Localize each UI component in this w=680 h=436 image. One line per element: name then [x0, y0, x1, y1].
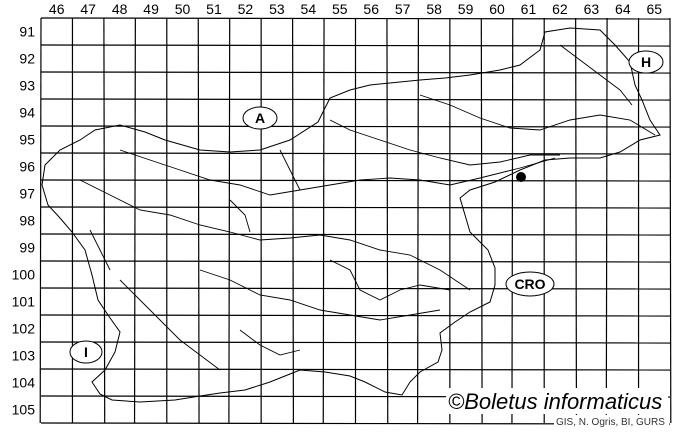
- region-croatia: CRO: [505, 271, 555, 297]
- grid-line-vertical: [133, 17, 136, 424]
- column-label: 48: [112, 1, 128, 17]
- grid-line-horizontal: [40, 341, 671, 344]
- region-label: I: [84, 344, 88, 360]
- utm-grid: [39, 17, 672, 425]
- record-dot: [516, 172, 526, 182]
- column-label: 53: [269, 1, 285, 17]
- column-label: 49: [143, 1, 159, 17]
- column-labels: 46 47 48 49 50 51 52 53 54 55 56 57 58 59 60 61 62 63 64 65: [49, 1, 662, 17]
- row-label: 105: [12, 402, 36, 418]
- source-credit: GIS, N. Ogris, BI, GURS: [556, 417, 665, 428]
- column-label: 56: [363, 1, 379, 17]
- grid-line-vertical: [39, 17, 42, 424]
- region-label: CRO: [514, 276, 545, 292]
- column-label: 57: [395, 1, 411, 17]
- row-label: 102: [12, 321, 36, 337]
- column-label: 55: [332, 1, 348, 17]
- grid-line-vertical: [197, 17, 200, 424]
- grid-line-horizontal: [40, 71, 671, 74]
- row-label: 94: [19, 105, 35, 121]
- column-label: 63: [584, 1, 600, 17]
- grid-line-horizontal: [40, 233, 671, 236]
- country-border: [41, 27, 661, 403]
- region-label: H: [641, 54, 651, 70]
- grid-line-horizontal: [40, 44, 671, 47]
- grid-line-horizontal: [40, 98, 671, 101]
- grid-line-vertical: [605, 17, 608, 424]
- row-label: 93: [19, 78, 35, 94]
- grid-line-horizontal: [40, 368, 671, 371]
- column-label: 50: [175, 1, 191, 17]
- column-label: 61: [521, 1, 537, 17]
- column-label: 65: [646, 1, 662, 17]
- region-austria: A: [242, 106, 278, 130]
- row-label: 100: [12, 267, 36, 283]
- row-label: 98: [19, 213, 35, 229]
- region-italy: I: [69, 340, 103, 364]
- row-label: 103: [12, 348, 36, 364]
- column-label: 52: [238, 1, 254, 17]
- row-label: 95: [19, 132, 35, 148]
- grid-line-horizontal: [40, 287, 671, 290]
- column-label: 60: [489, 1, 505, 17]
- row-label: 97: [19, 186, 35, 202]
- row-label: 92: [19, 51, 35, 67]
- column-label: 62: [552, 1, 568, 17]
- row-label: 96: [19, 159, 35, 175]
- grid-line-vertical: [480, 17, 483, 424]
- column-label: 47: [80, 1, 96, 17]
- column-label: 64: [615, 1, 631, 17]
- region-label: A: [255, 110, 265, 126]
- grid-line-vertical: [228, 17, 231, 424]
- grid-line-horizontal: [40, 260, 671, 263]
- row-labels: 91 92 93 94 95 96 97 98 99 100 101 102 103 104 105: [12, 24, 36, 418]
- grid-line-horizontal: [40, 17, 671, 20]
- grid-line-vertical: [386, 17, 389, 424]
- grid-line-horizontal: [40, 206, 671, 209]
- row-label: 99: [19, 240, 35, 256]
- column-label: 54: [301, 1, 317, 17]
- column-label: 58: [426, 1, 442, 17]
- column-label: 59: [458, 1, 474, 17]
- grid-line-vertical: [103, 17, 106, 424]
- grid-line-horizontal: [40, 152, 671, 155]
- grid-line-vertical: [322, 17, 325, 424]
- region-hungary: H: [628, 50, 664, 74]
- grid-line-horizontal: [40, 125, 671, 128]
- region-labels: A H CRO I: [69, 50, 664, 364]
- credit-title: ©Boletus informaticus: [448, 389, 662, 414]
- grid-line-vertical: [511, 17, 514, 424]
- column-label: 46: [49, 1, 65, 17]
- rivers: [79, 44, 656, 371]
- row-label: 91: [19, 24, 35, 40]
- grid-line-vertical: [417, 17, 419, 424]
- grid-line-vertical: [669, 17, 672, 424]
- row-label: 101: [12, 294, 36, 310]
- row-label: 104: [12, 375, 36, 391]
- grid-line-vertical: [575, 17, 578, 424]
- column-label: 51: [206, 1, 222, 17]
- grid-line-vertical: [292, 17, 294, 424]
